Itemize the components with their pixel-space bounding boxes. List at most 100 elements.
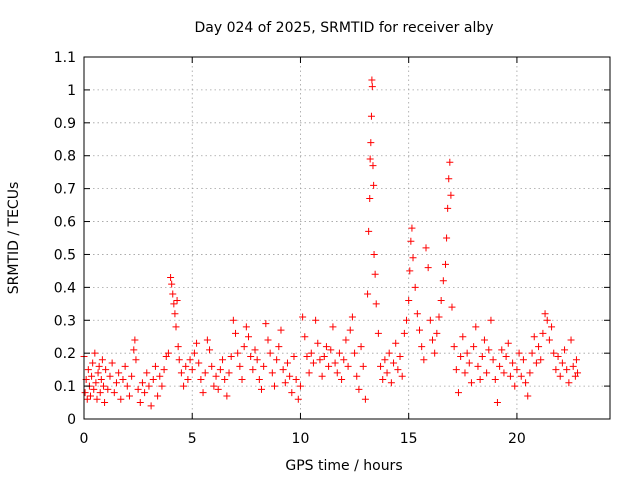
data-point — [167, 273, 175, 281]
data-point — [405, 297, 413, 305]
data-point — [470, 343, 478, 351]
data-point — [212, 372, 220, 380]
grid — [84, 57, 610, 419]
data-point — [474, 362, 482, 370]
chart-title: Day 024 of 2025, SRMTID for receiver alb… — [194, 20, 493, 36]
data-point — [260, 362, 268, 370]
data-point — [447, 191, 455, 199]
data-point — [170, 300, 178, 308]
data-point — [565, 379, 573, 387]
data-point — [89, 359, 97, 367]
data-point — [406, 267, 414, 275]
data-point — [561, 346, 569, 354]
data-point — [485, 346, 493, 354]
data-point — [296, 382, 304, 390]
data-point — [368, 83, 376, 91]
y-tick-label: 0 — [67, 412, 76, 428]
data-point — [476, 376, 484, 384]
data-point — [190, 349, 198, 357]
data-point — [364, 290, 372, 298]
data-point — [394, 366, 402, 374]
data-point — [348, 313, 356, 321]
data-point — [445, 175, 453, 183]
data-point — [174, 343, 182, 351]
data-point — [411, 283, 419, 291]
data-point — [408, 224, 416, 232]
data-point — [519, 356, 527, 364]
y-tick-label: 0.6 — [54, 215, 76, 231]
data-point — [92, 379, 100, 387]
data-point — [463, 349, 471, 357]
data-point — [372, 300, 380, 308]
data-point — [422, 244, 430, 252]
data-point — [381, 356, 389, 364]
y-tick-label: 0.8 — [54, 149, 76, 165]
data-point — [307, 349, 315, 357]
data-point — [403, 316, 411, 324]
data-point — [197, 376, 205, 384]
data-point — [208, 362, 216, 370]
data-point — [147, 402, 155, 410]
data-point — [180, 382, 188, 390]
data-point — [454, 389, 462, 397]
data-point — [288, 389, 296, 397]
data-point — [333, 369, 341, 377]
data-point — [369, 162, 377, 170]
data-point — [112, 379, 120, 387]
data-point — [97, 376, 105, 384]
data-point — [556, 372, 564, 380]
data-point — [229, 316, 237, 324]
y-tick-label: 0.3 — [54, 313, 76, 329]
data-point — [86, 392, 94, 400]
data-point — [128, 372, 136, 380]
data-point — [318, 372, 326, 380]
data-point — [446, 158, 454, 166]
data-point — [342, 336, 350, 344]
data-point — [125, 392, 133, 400]
data-point — [145, 382, 153, 390]
data-point — [225, 369, 233, 377]
data-point — [268, 369, 276, 377]
data-point — [201, 369, 209, 377]
x-tick-label: 15 — [400, 431, 418, 447]
data-point — [104, 385, 112, 393]
data-point — [511, 382, 519, 390]
data-point — [409, 254, 417, 262]
data-point — [426, 316, 434, 324]
data-point — [338, 376, 346, 384]
data-point — [314, 339, 322, 347]
data-point — [182, 362, 190, 370]
y-tick-label: 0.1 — [54, 379, 76, 395]
data-point — [496, 362, 504, 370]
data-point — [327, 346, 335, 354]
data-point — [199, 389, 207, 397]
data-point — [96, 389, 104, 397]
data-point — [193, 339, 201, 347]
data-point — [320, 352, 328, 360]
y-tick-label: 1.1 — [54, 50, 76, 66]
data-point — [545, 336, 553, 344]
data-point — [400, 329, 408, 337]
data-point — [173, 297, 181, 305]
x-tick-label: 0 — [80, 431, 89, 447]
data-point — [379, 376, 387, 384]
data-series — [80, 76, 582, 410]
data-point — [102, 366, 110, 374]
data-point — [392, 339, 400, 347]
data-point — [136, 399, 144, 407]
data-point — [340, 356, 348, 364]
data-point — [535, 343, 543, 351]
data-point — [240, 343, 248, 351]
data-point — [279, 366, 287, 374]
data-point — [351, 349, 359, 357]
data-point — [325, 362, 333, 370]
data-point — [156, 372, 164, 380]
data-point — [396, 352, 404, 360]
data-point — [249, 366, 257, 374]
data-point — [418, 343, 426, 351]
data-point — [370, 250, 378, 258]
data-point — [309, 359, 317, 367]
data-point — [567, 336, 575, 344]
data-point — [383, 369, 391, 377]
